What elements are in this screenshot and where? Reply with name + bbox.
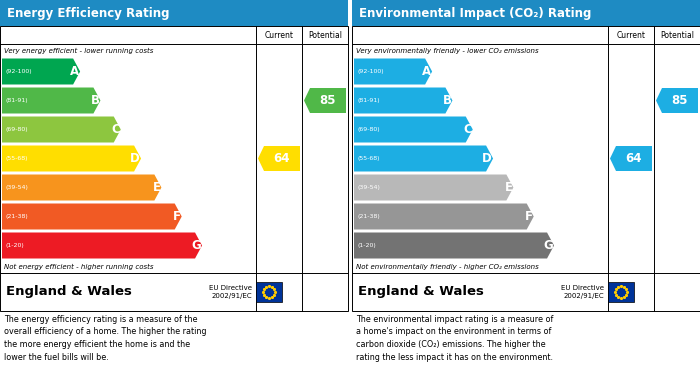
Text: Very energy efficient - lower running costs: Very energy efficient - lower running co…	[4, 47, 153, 54]
Text: F: F	[525, 210, 533, 223]
Polygon shape	[2, 145, 141, 172]
Polygon shape	[2, 88, 100, 113]
Polygon shape	[656, 88, 698, 113]
Text: (69-80): (69-80)	[5, 127, 27, 132]
Text: (69-80): (69-80)	[357, 127, 379, 132]
Text: Environmental Impact (CO₂) Rating: Environmental Impact (CO₂) Rating	[359, 7, 592, 20]
Polygon shape	[354, 233, 554, 258]
Text: England & Wales: England & Wales	[358, 285, 484, 298]
Text: (92-100): (92-100)	[357, 69, 384, 74]
Text: Energy Efficiency Rating: Energy Efficiency Rating	[7, 7, 169, 20]
Text: Not environmentally friendly - higher CO₂ emissions: Not environmentally friendly - higher CO…	[356, 264, 539, 269]
Text: Very environmentally friendly - lower CO₂ emissions: Very environmentally friendly - lower CO…	[356, 47, 538, 54]
Text: Not energy efficient - higher running costs: Not energy efficient - higher running co…	[4, 264, 153, 269]
Text: (92-100): (92-100)	[5, 69, 32, 74]
Text: G: G	[191, 239, 201, 252]
Text: (55-68): (55-68)	[5, 156, 27, 161]
Polygon shape	[610, 146, 652, 171]
Polygon shape	[354, 145, 493, 172]
Text: C: C	[463, 123, 472, 136]
Text: B: B	[90, 94, 99, 107]
Text: E: E	[505, 181, 512, 194]
Text: (1-20): (1-20)	[5, 243, 24, 248]
Bar	[0, 0, 348, 26]
Text: F: F	[173, 210, 181, 223]
Text: (21-38): (21-38)	[5, 214, 28, 219]
Polygon shape	[354, 59, 432, 84]
Bar	[256, 282, 282, 302]
Bar	[352, 26, 700, 311]
Text: D: D	[482, 152, 492, 165]
Text: G: G	[543, 239, 553, 252]
Text: (55-68): (55-68)	[357, 156, 379, 161]
Polygon shape	[2, 203, 182, 230]
Text: England & Wales: England & Wales	[6, 285, 132, 298]
Text: 85: 85	[320, 94, 336, 107]
Polygon shape	[2, 233, 202, 258]
Polygon shape	[2, 59, 80, 84]
Text: The energy efficiency rating is a measure of the
overall efficiency of a home. T: The energy efficiency rating is a measur…	[4, 315, 206, 362]
Bar	[0, 26, 348, 311]
Text: Current: Current	[617, 30, 645, 39]
Text: The environmental impact rating is a measure of
a home's impact on the environme: The environmental impact rating is a mea…	[356, 315, 554, 362]
Text: 85: 85	[672, 94, 688, 107]
Text: (81-91): (81-91)	[357, 98, 379, 103]
Bar	[352, 0, 700, 26]
Polygon shape	[2, 174, 162, 201]
Text: Potential: Potential	[660, 30, 694, 39]
Text: C: C	[111, 123, 120, 136]
Text: (81-91): (81-91)	[5, 98, 27, 103]
Text: A: A	[70, 65, 79, 78]
Text: A: A	[422, 65, 431, 78]
Text: (39-54): (39-54)	[357, 185, 380, 190]
Text: (1-20): (1-20)	[357, 243, 376, 248]
Text: E: E	[153, 181, 160, 194]
Text: Potential: Potential	[308, 30, 342, 39]
Text: D: D	[130, 152, 140, 165]
Polygon shape	[354, 174, 513, 201]
Polygon shape	[354, 117, 472, 142]
Text: EU Directive
2002/91/EC: EU Directive 2002/91/EC	[561, 285, 604, 299]
Text: Current: Current	[265, 30, 293, 39]
Text: (21-38): (21-38)	[357, 214, 379, 219]
Text: B: B	[442, 94, 452, 107]
Polygon shape	[2, 117, 121, 142]
Polygon shape	[304, 88, 346, 113]
Bar	[608, 282, 634, 302]
Text: (39-54): (39-54)	[5, 185, 28, 190]
Polygon shape	[258, 146, 300, 171]
Text: 64: 64	[274, 152, 290, 165]
Text: EU Directive
2002/91/EC: EU Directive 2002/91/EC	[209, 285, 252, 299]
Text: 64: 64	[626, 152, 643, 165]
Polygon shape	[354, 203, 533, 230]
Polygon shape	[354, 88, 452, 113]
